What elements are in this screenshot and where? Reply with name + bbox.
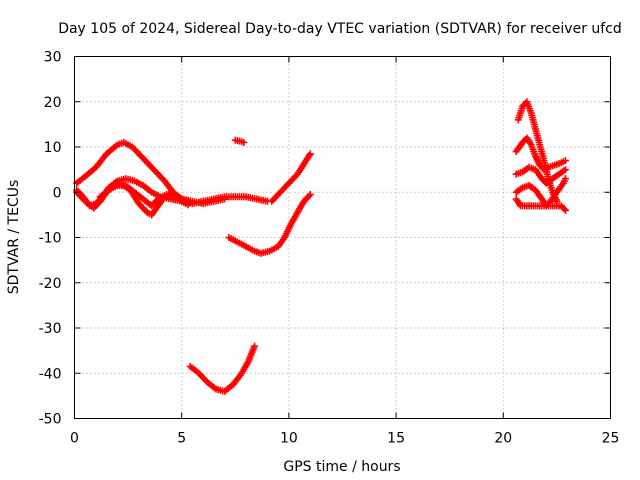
- x-tick-label: 20: [494, 431, 512, 447]
- x-tick-label: 15: [387, 431, 405, 447]
- x-tick-label: 5: [177, 431, 186, 447]
- data-series-track-low-wave: [96, 181, 192, 210]
- y-tick-label: 0: [53, 185, 62, 201]
- data-point: [306, 191, 314, 199]
- data-series-track-late-mid: [512, 134, 569, 174]
- y-tick-label: -20: [39, 276, 62, 292]
- y-tick-label: 10: [44, 140, 62, 156]
- data-point: [561, 166, 569, 174]
- data-point: [561, 175, 569, 183]
- y-tick-label: -10: [39, 231, 62, 247]
- y-tick-label: -50: [39, 412, 62, 428]
- x-tick-label: 0: [70, 431, 79, 447]
- x-tick-label: 10: [280, 431, 298, 447]
- x-axis-label: GPS time / hours: [283, 459, 400, 475]
- y-tick-label: 20: [44, 95, 62, 111]
- data-series-track-bottom-arc: [186, 342, 259, 395]
- data-layer: [73, 98, 569, 395]
- data-point: [561, 206, 569, 214]
- data-point: [306, 150, 314, 158]
- x-tick-label: 25: [602, 431, 620, 447]
- data-series-track-late-tail: [512, 195, 569, 214]
- data-point: [561, 157, 569, 165]
- tick-layer: 0 5 10 15 20 25 -50 -40 -30 -20 -10 0 10 20 30: [39, 50, 620, 447]
- data-point: [251, 342, 259, 350]
- data-point: [221, 195, 229, 203]
- y-tick-label: -30: [39, 321, 62, 337]
- data-series-track-right-rise: [268, 150, 314, 205]
- data-point: [142, 207, 150, 215]
- data-point: [184, 197, 192, 205]
- data-series-track-short-segment: [231, 136, 248, 146]
- y-tick-label: -40: [39, 366, 62, 382]
- grid-layer: [74, 56, 611, 419]
- data-series-track-lower-arc: [225, 191, 314, 257]
- data-series-track-late-low: [512, 175, 569, 210]
- chart-title: Day 105 of 2024, Sidereal Day-to-day VTE…: [58, 21, 622, 37]
- y-axis-label: SDTVAR / TECUs: [6, 180, 22, 295]
- data-series-track-late-upper: [512, 163, 569, 187]
- data-point: [560, 205, 568, 213]
- y-tick-label: 30: [44, 50, 62, 66]
- data-point: [240, 138, 248, 146]
